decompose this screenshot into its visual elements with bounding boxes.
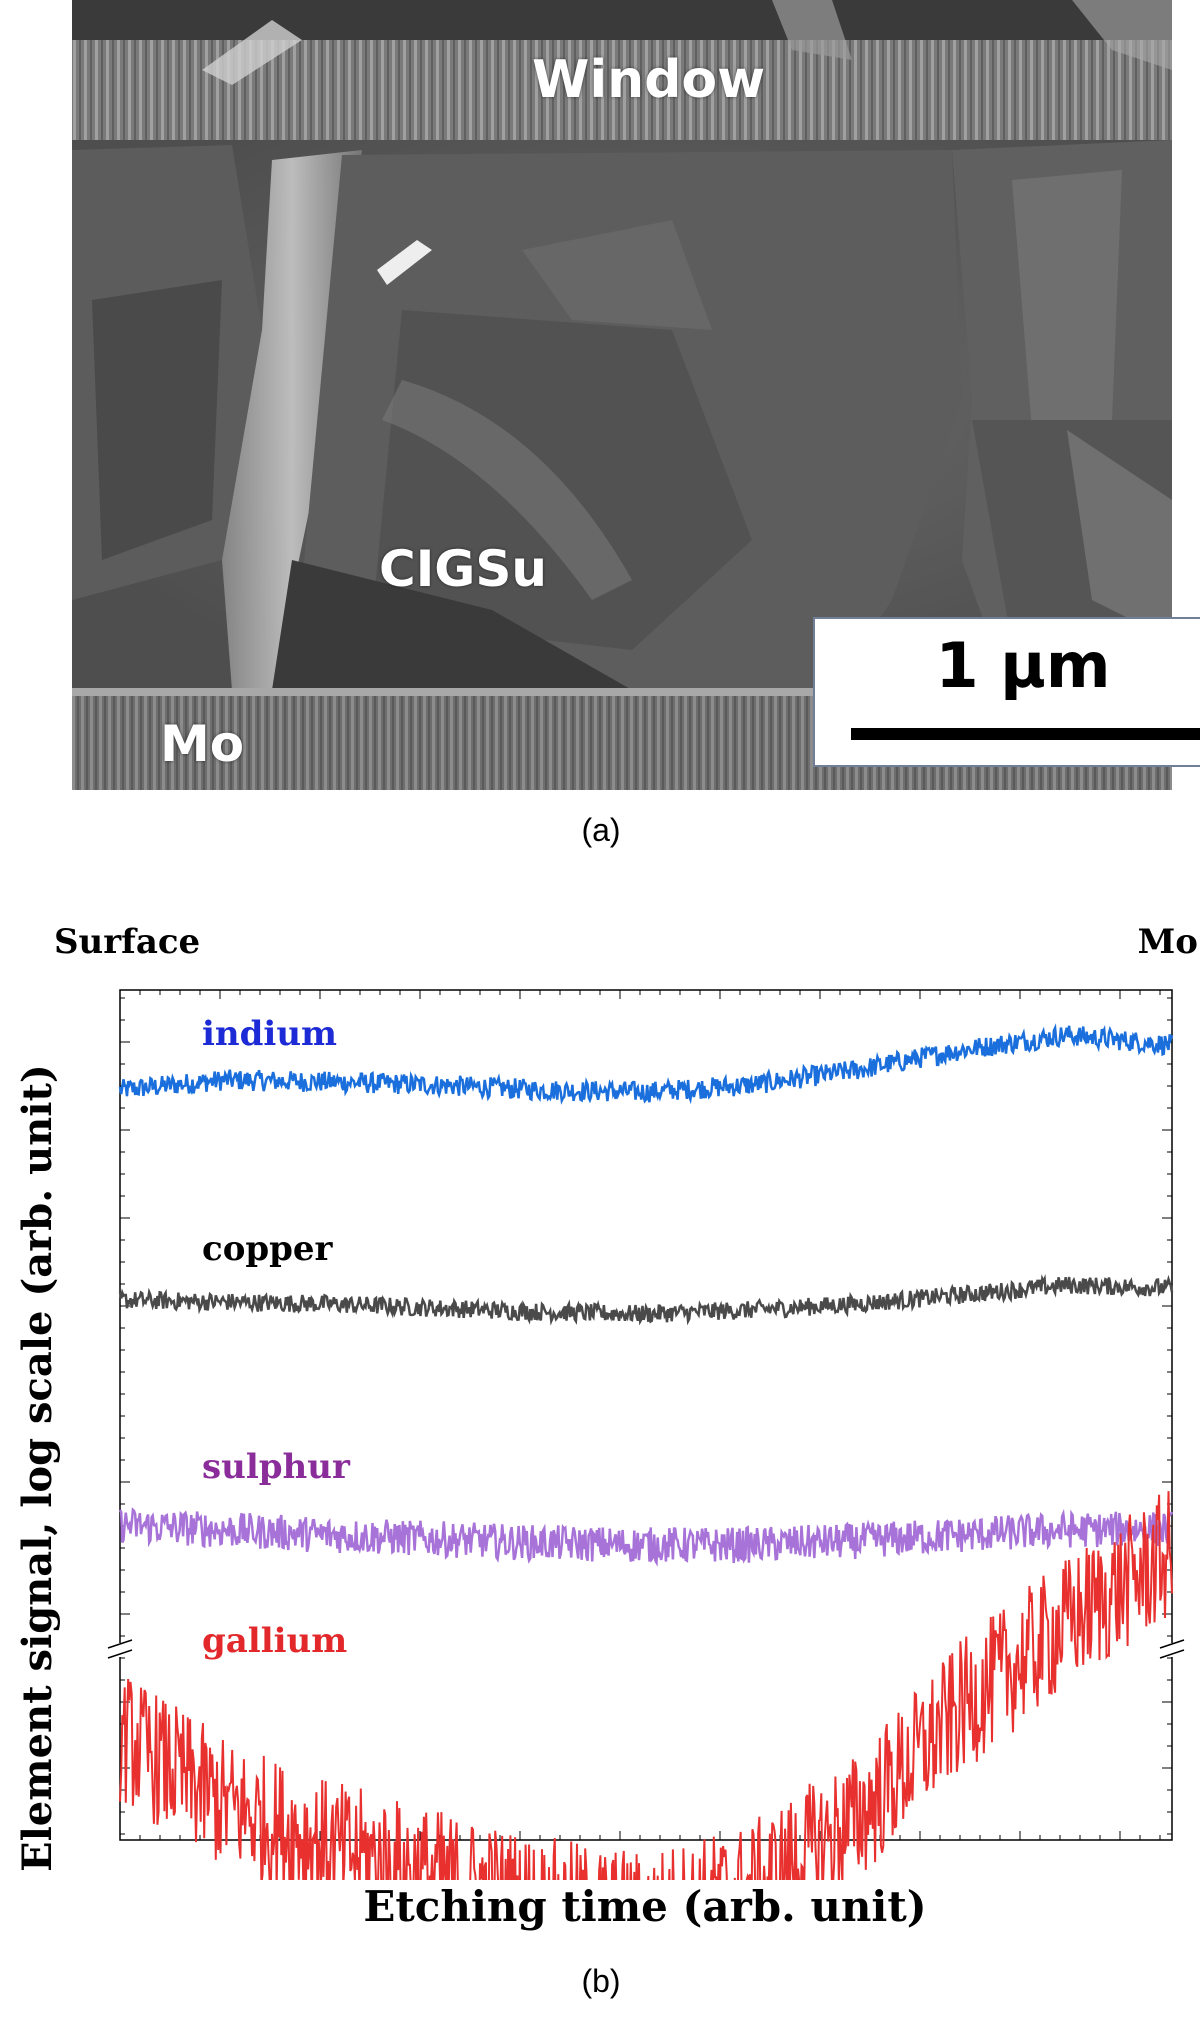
series-label-gallium: gallium <box>202 1621 347 1661</box>
surface-end-label: Surface <box>54 922 201 962</box>
series-label-indium: indium <box>202 1014 337 1054</box>
series-line-gallium <box>119 1491 1173 1880</box>
scale-bar <box>851 728 1200 740</box>
axis-break-mark <box>107 1639 133 1649</box>
panel-a-caption: (a) <box>581 812 621 848</box>
series-label-copper: copper <box>202 1229 334 1269</box>
axis-break-mark <box>1159 1649 1185 1659</box>
y-axis-label: Element signal, log scale (arb. unit) <box>14 1064 61 1872</box>
axis-break-mark <box>107 1649 133 1659</box>
depth-profile-chart: indium copper sulphur gallium <box>107 989 1185 1880</box>
window-layer-label: Window <box>532 50 766 110</box>
sem-micrograph: Window CIGSu Mo 1 µm <box>72 0 1200 790</box>
scale-bar-box: 1 µm <box>813 617 1200 767</box>
plot-frame <box>119 989 1173 1841</box>
axis-break-gap <box>112 1643 128 1657</box>
scale-bar-label: 1 µm <box>935 629 1111 702</box>
axis-break-mark <box>1159 1639 1185 1649</box>
x-axis-label: Etching time (arb. unit) <box>363 1882 927 1931</box>
mo-layer-label: Mo <box>160 715 245 773</box>
series-line-sulphur <box>118 1507 1174 1567</box>
series-line-copper <box>118 1274 1174 1326</box>
series-label-sulphur: sulphur <box>202 1447 351 1487</box>
axis-break-gap <box>1164 1643 1180 1657</box>
mo-end-label: Mo <box>1137 922 1198 962</box>
panel-b-caption: (b) <box>581 1963 621 1999</box>
cigsu-layer-label: CIGSu <box>379 540 547 598</box>
series-line-indium <box>118 1023 1174 1105</box>
